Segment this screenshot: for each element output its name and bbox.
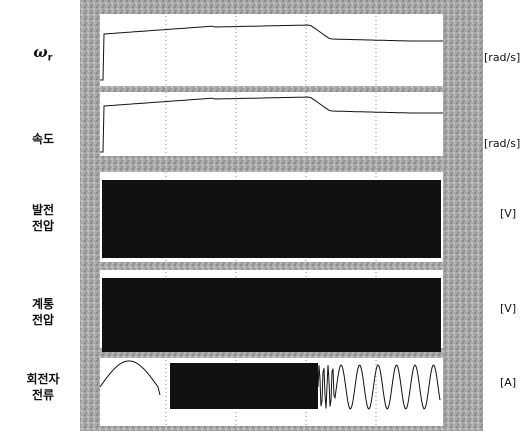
separator-band [100, 262, 443, 270]
channel-label-line: 속도 [31, 132, 55, 146]
channel-label-omega: ωr [8, 44, 78, 66]
channel-label-line: 계통 [31, 297, 55, 311]
channel-label-line: 전압 [31, 313, 55, 327]
waveform-traces [99, 24, 443, 410]
rotor-current-lobe [99, 360, 161, 396]
separator-band [100, 86, 443, 92]
generator-voltage-trace [102, 180, 441, 258]
speed-trace [100, 96, 443, 153]
channel-unit-gen_voltage: [V] [500, 207, 517, 220]
omega-symbol: ω [33, 43, 48, 61]
channel-unit-rotor_current: [A] [500, 376, 517, 389]
rotor-current-sine [317, 364, 441, 410]
channel-label-speed: 속도 [8, 131, 78, 147]
separator-band [100, 426, 443, 431]
channel-unit-speed: [rad/s] [484, 137, 521, 150]
separator-band [100, 0, 443, 14]
channel-label-line: 전류 [31, 388, 55, 402]
channel-label-line: 회전자 [26, 372, 60, 386]
left-scale-strip [80, 0, 100, 431]
channel-label-line: 전압 [31, 219, 55, 233]
channel-unit-omega: [rad/s] [484, 51, 521, 64]
channel-label-line: 발전 [31, 203, 55, 217]
separator-band [100, 156, 443, 172]
grid-voltage-trace [102, 278, 441, 352]
omega-subscript: r [47, 52, 53, 64]
separator-band [100, 348, 443, 358]
right-scale-strip [443, 0, 483, 431]
channel-unit-grid_voltage: [V] [500, 302, 517, 315]
omega-trace [100, 24, 443, 81]
separator-bands [100, 0, 443, 431]
rotor-current-burst [170, 363, 318, 409]
